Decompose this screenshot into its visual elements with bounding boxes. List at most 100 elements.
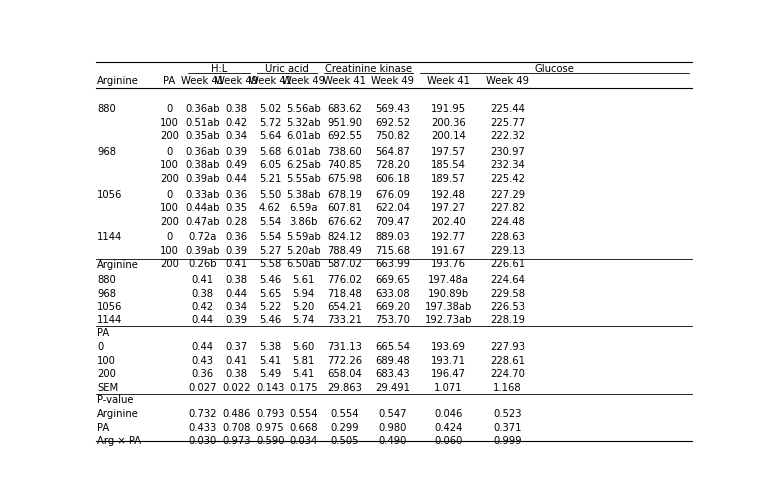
Text: Week 41: Week 41 bbox=[427, 76, 470, 86]
Text: 6.05: 6.05 bbox=[259, 161, 281, 171]
Text: 191.67: 191.67 bbox=[431, 246, 466, 256]
Text: 0.046: 0.046 bbox=[434, 410, 463, 419]
Text: 0: 0 bbox=[166, 190, 172, 200]
Text: Week 49: Week 49 bbox=[282, 76, 325, 86]
Text: 191.95: 191.95 bbox=[431, 104, 466, 114]
Text: 29.491: 29.491 bbox=[375, 383, 411, 393]
Text: 197.38ab: 197.38ab bbox=[425, 302, 472, 312]
Text: Arg × PA: Arg × PA bbox=[98, 436, 141, 446]
Text: 6.01ab: 6.01ab bbox=[286, 147, 321, 157]
Text: 753.70: 753.70 bbox=[375, 315, 411, 325]
Text: 0: 0 bbox=[166, 104, 172, 114]
Text: 0.505: 0.505 bbox=[331, 436, 359, 446]
Text: 889.03: 889.03 bbox=[375, 232, 410, 242]
Text: 606.18: 606.18 bbox=[375, 174, 411, 184]
Text: 0.44ab: 0.44ab bbox=[185, 203, 219, 213]
Text: Week 41: Week 41 bbox=[181, 76, 224, 86]
Text: 5.64: 5.64 bbox=[259, 131, 281, 141]
Text: H:L: H:L bbox=[211, 64, 227, 74]
Text: 776.02: 776.02 bbox=[327, 275, 362, 285]
Text: 229.58: 229.58 bbox=[490, 289, 525, 298]
Text: 0.49: 0.49 bbox=[226, 161, 248, 171]
Text: 5.27: 5.27 bbox=[259, 246, 281, 256]
Text: 192.73ab: 192.73ab bbox=[425, 315, 472, 325]
Text: 228.63: 228.63 bbox=[490, 232, 524, 242]
Text: 675.98: 675.98 bbox=[327, 174, 362, 184]
Text: 692.52: 692.52 bbox=[375, 118, 411, 128]
Text: 0.38: 0.38 bbox=[226, 369, 248, 379]
Text: 5.21: 5.21 bbox=[259, 174, 281, 184]
Text: 1056: 1056 bbox=[98, 190, 123, 200]
Text: 0.554: 0.554 bbox=[331, 410, 359, 419]
Text: 738.60: 738.60 bbox=[328, 147, 362, 157]
Text: 880: 880 bbox=[98, 104, 116, 114]
Text: 824.12: 824.12 bbox=[327, 232, 362, 242]
Text: 200: 200 bbox=[160, 216, 179, 227]
Text: 230.97: 230.97 bbox=[490, 147, 524, 157]
Text: 0.034: 0.034 bbox=[289, 436, 318, 446]
Text: 1.168: 1.168 bbox=[493, 383, 521, 393]
Text: 225.44: 225.44 bbox=[490, 104, 524, 114]
Text: 200: 200 bbox=[160, 259, 179, 269]
Text: 0.33ab: 0.33ab bbox=[185, 190, 219, 200]
Text: 569.43: 569.43 bbox=[375, 104, 411, 114]
Text: 100: 100 bbox=[160, 203, 179, 213]
Text: 0.175: 0.175 bbox=[289, 383, 318, 393]
Text: Uric acid: Uric acid bbox=[265, 64, 309, 74]
Text: 0.39ab: 0.39ab bbox=[185, 246, 219, 256]
Text: 6.59a: 6.59a bbox=[289, 203, 318, 213]
Text: 0.973: 0.973 bbox=[222, 436, 251, 446]
Text: 669.65: 669.65 bbox=[375, 275, 411, 285]
Text: 0.486: 0.486 bbox=[222, 410, 251, 419]
Text: 5.46: 5.46 bbox=[259, 275, 281, 285]
Text: 0.42: 0.42 bbox=[191, 302, 213, 312]
Text: 676.09: 676.09 bbox=[375, 190, 411, 200]
Text: 0: 0 bbox=[98, 342, 104, 352]
Text: 0.41: 0.41 bbox=[226, 356, 248, 366]
Text: 880: 880 bbox=[98, 275, 116, 285]
Text: 0.38: 0.38 bbox=[226, 104, 248, 114]
Text: 0.37: 0.37 bbox=[226, 342, 248, 352]
Text: 5.94: 5.94 bbox=[292, 289, 315, 298]
Text: 5.20ab: 5.20ab bbox=[286, 246, 321, 256]
Text: 715.68: 715.68 bbox=[375, 246, 411, 256]
Text: 0.41: 0.41 bbox=[191, 275, 213, 285]
Text: 1144: 1144 bbox=[98, 232, 122, 242]
Text: 0.39: 0.39 bbox=[226, 246, 248, 256]
Text: 0.490: 0.490 bbox=[379, 436, 407, 446]
Text: 0.547: 0.547 bbox=[378, 410, 407, 419]
Text: Week 49: Week 49 bbox=[215, 76, 258, 86]
Text: 202.40: 202.40 bbox=[431, 216, 466, 227]
Text: 6.25ab: 6.25ab bbox=[286, 161, 321, 171]
Text: 185.54: 185.54 bbox=[431, 161, 466, 171]
Text: Arginine: Arginine bbox=[98, 76, 139, 86]
Text: 197.27: 197.27 bbox=[431, 203, 466, 213]
Text: 5.61: 5.61 bbox=[292, 275, 315, 285]
Text: 6.50ab: 6.50ab bbox=[286, 259, 321, 269]
Text: 5.41: 5.41 bbox=[259, 356, 281, 366]
Text: 772.26: 772.26 bbox=[327, 356, 362, 366]
Text: PA: PA bbox=[163, 76, 175, 86]
Text: PA: PA bbox=[98, 328, 109, 337]
Text: 733.21: 733.21 bbox=[327, 315, 362, 325]
Text: 0.980: 0.980 bbox=[379, 423, 407, 433]
Text: 968: 968 bbox=[98, 147, 116, 157]
Text: 200.36: 200.36 bbox=[431, 118, 466, 128]
Text: 189.57: 189.57 bbox=[431, 174, 466, 184]
Text: 225.77: 225.77 bbox=[490, 118, 525, 128]
Text: 1056: 1056 bbox=[98, 302, 123, 312]
Text: 0.523: 0.523 bbox=[493, 410, 521, 419]
Text: 0.424: 0.424 bbox=[434, 423, 463, 433]
Text: 224.48: 224.48 bbox=[490, 216, 524, 227]
Text: 0.44: 0.44 bbox=[191, 315, 213, 325]
Text: 731.13: 731.13 bbox=[327, 342, 362, 352]
Text: 197.57: 197.57 bbox=[431, 147, 466, 157]
Text: 0.44: 0.44 bbox=[191, 342, 213, 352]
Text: 232.34: 232.34 bbox=[490, 161, 524, 171]
Text: 0.299: 0.299 bbox=[331, 423, 359, 433]
Text: 663.99: 663.99 bbox=[375, 259, 411, 269]
Text: 4.62: 4.62 bbox=[259, 203, 281, 213]
Text: 0.28: 0.28 bbox=[226, 216, 248, 227]
Text: 5.81: 5.81 bbox=[292, 356, 315, 366]
Text: 100: 100 bbox=[160, 246, 179, 256]
